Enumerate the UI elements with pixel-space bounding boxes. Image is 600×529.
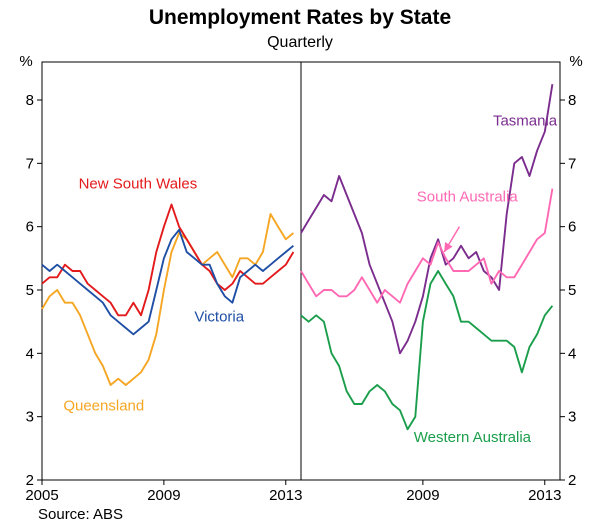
chart-title: Unemployment Rates by State <box>0 6 600 30</box>
y-tick-right: 8 <box>568 92 576 109</box>
series-label-tas: Tasmania <box>493 112 558 129</box>
y-tick-left: 8 <box>26 92 34 109</box>
series-label-qld: Queensland <box>63 397 144 414</box>
y-tick-right: 7 <box>568 155 576 172</box>
x-tick: 2013 <box>528 487 561 504</box>
series-nsw <box>42 205 293 316</box>
y-tick-right: 4 <box>568 345 576 362</box>
y-tick-right: 2 <box>568 472 576 489</box>
x-tick: 2009 <box>147 487 180 504</box>
x-tick: 2013 <box>269 487 302 504</box>
chart-container: Unemployment Rates by State Quarterly 22… <box>0 0 600 529</box>
y-tick-right: 6 <box>568 219 576 236</box>
series-sa <box>301 189 552 303</box>
series-label-wa: Western Australia <box>414 429 532 446</box>
series-label-nsw: New South Wales <box>79 176 198 193</box>
x-tick: 2005 <box>25 487 58 504</box>
x-tick: 2009 <box>406 487 439 504</box>
y-tick-left: 7 <box>26 155 34 172</box>
chart-subtitle: Quarterly <box>0 34 600 52</box>
series-qld <box>42 214 293 385</box>
series-label-vic: Victoria <box>194 309 244 326</box>
y-tick-right: 3 <box>568 409 576 426</box>
chart-svg: 22334455667788%%20052009201320092013Quee… <box>0 0 600 529</box>
y-unit-right: % <box>569 53 582 70</box>
chart-source: Source: ABS <box>38 506 123 523</box>
y-tick-left: 3 <box>26 409 34 426</box>
y-unit-left: % <box>19 53 32 70</box>
y-tick-left: 6 <box>26 219 34 236</box>
y-tick-left: 4 <box>26 345 34 362</box>
sa-arrow <box>444 227 459 252</box>
series-label-sa: South Australia <box>417 188 519 205</box>
y-tick-right: 5 <box>568 282 576 299</box>
y-tick-left: 5 <box>26 282 34 299</box>
series-vic <box>42 230 293 334</box>
